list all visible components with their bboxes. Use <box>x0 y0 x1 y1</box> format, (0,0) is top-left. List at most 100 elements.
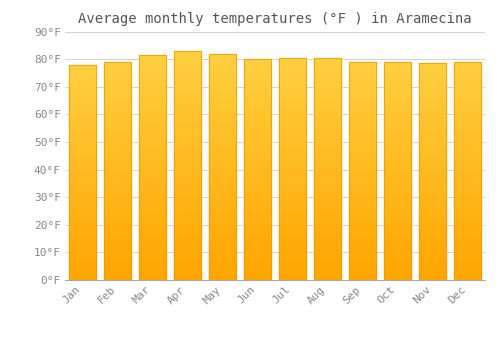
Bar <box>420 272 446 275</box>
Bar <box>384 236 410 239</box>
Bar <box>280 147 305 149</box>
Bar <box>280 133 305 135</box>
Bar <box>70 215 96 218</box>
Bar <box>420 177 446 180</box>
Bar <box>140 249 166 252</box>
Bar <box>104 179 130 182</box>
Bar <box>70 242 96 245</box>
Bar <box>104 73 130 76</box>
Bar <box>70 277 96 280</box>
Bar <box>280 260 305 263</box>
Bar <box>454 130 480 133</box>
Bar <box>280 255 305 258</box>
Bar <box>384 149 410 152</box>
Bar <box>384 122 410 125</box>
Bar <box>140 224 166 226</box>
Bar <box>174 248 201 251</box>
Bar <box>420 196 446 199</box>
Bar <box>420 145 446 147</box>
Bar <box>350 81 376 84</box>
Bar <box>314 63 340 66</box>
Bar <box>454 114 480 117</box>
Bar <box>70 140 96 143</box>
Bar <box>174 102 201 105</box>
Bar <box>140 246 166 249</box>
Bar <box>384 171 410 174</box>
Bar <box>454 76 480 78</box>
Bar <box>174 160 201 162</box>
Bar <box>350 239 376 242</box>
Bar <box>420 115 446 118</box>
Bar <box>454 190 480 193</box>
Bar <box>174 271 201 274</box>
Bar <box>244 233 270 236</box>
Bar <box>174 65 201 68</box>
Bar <box>350 67 376 70</box>
Bar <box>210 206 236 209</box>
Bar <box>384 94 410 97</box>
Bar <box>174 240 201 243</box>
Bar <box>454 217 480 220</box>
Bar <box>314 127 340 130</box>
Bar <box>384 166 410 168</box>
Bar <box>244 203 270 205</box>
Bar <box>314 74 340 77</box>
Bar <box>210 240 236 243</box>
Bar <box>104 133 130 135</box>
Bar <box>314 88 340 91</box>
Bar <box>244 219 270 222</box>
Bar <box>210 54 236 56</box>
Bar <box>314 91 340 94</box>
Bar <box>174 243 201 246</box>
Bar <box>314 258 340 260</box>
Bar <box>384 258 410 261</box>
Bar <box>454 157 480 160</box>
Bar <box>140 226 166 229</box>
Bar <box>70 269 96 272</box>
Bar <box>244 59 270 62</box>
Bar <box>280 216 305 219</box>
Bar <box>140 83 166 86</box>
Bar <box>174 151 201 154</box>
Bar <box>384 266 410 269</box>
Bar <box>384 217 410 220</box>
Bar <box>104 272 130 274</box>
Bar <box>174 79 201 82</box>
Bar <box>140 58 166 61</box>
Bar <box>350 274 376 277</box>
Bar <box>244 136 270 139</box>
Bar <box>350 193 376 196</box>
Bar <box>280 244 305 247</box>
Bar <box>350 204 376 206</box>
Bar <box>280 186 305 188</box>
Bar <box>70 210 96 213</box>
Bar <box>244 194 270 197</box>
Bar <box>70 164 96 167</box>
Bar <box>104 97 130 100</box>
Bar <box>384 152 410 155</box>
Bar <box>454 125 480 127</box>
Bar <box>314 213 340 216</box>
Bar <box>70 205 96 207</box>
Bar <box>244 197 270 200</box>
Bar <box>280 83 305 85</box>
Bar <box>140 277 166 280</box>
Bar <box>244 81 270 84</box>
Bar <box>314 247 340 250</box>
Bar <box>70 250 96 253</box>
Bar <box>384 242 410 245</box>
Bar <box>210 74 236 76</box>
Bar <box>314 183 340 186</box>
Bar <box>384 193 410 196</box>
Bar <box>384 86 410 89</box>
Bar <box>454 258 480 261</box>
Bar <box>350 220 376 223</box>
Bar <box>384 174 410 176</box>
Bar <box>70 221 96 223</box>
Bar <box>140 114 166 117</box>
Bar <box>384 220 410 223</box>
Bar <box>104 94 130 97</box>
Bar <box>174 131 201 134</box>
Bar <box>140 207 166 210</box>
Bar <box>174 145 201 148</box>
